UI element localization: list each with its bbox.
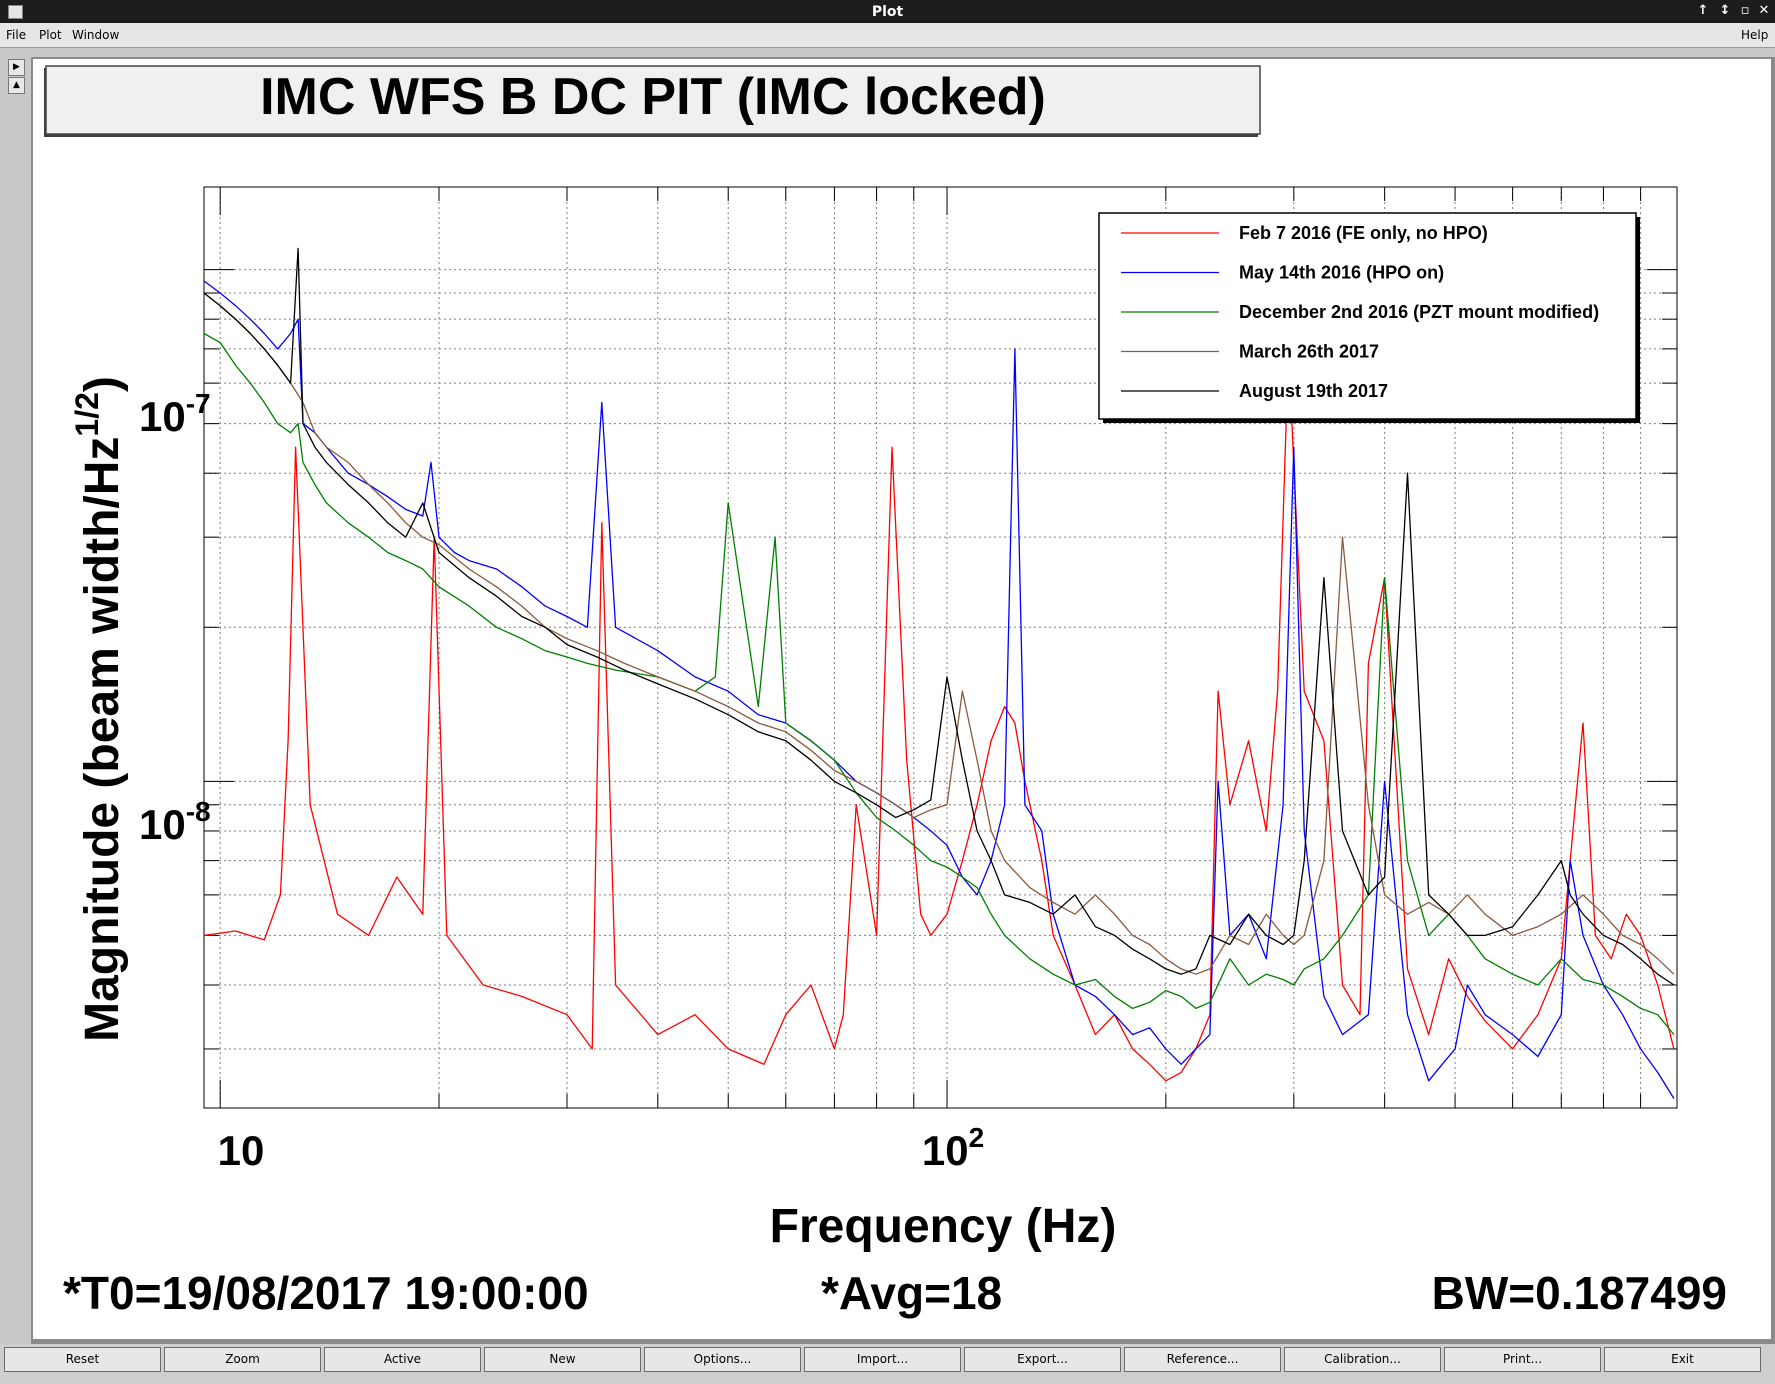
legend-items: Feb 7 2016 (FE only, no HPO) May 14th 201… [1121,223,1599,401]
legend-label-5: August 19th 2017 [1239,381,1388,401]
title-box [45,65,1261,135]
series-line-3 [203,332,1675,1036]
menu-help[interactable]: Help [1741,28,1769,42]
series-line-5 [203,247,1675,986]
app-icon[interactable] [8,5,23,19]
menu-file[interactable]: File [6,28,27,42]
series-group [203,247,1675,1099]
series-line-4 [203,292,1675,975]
legend-label-1: Feb 7 2016 (FE only, no HPO) [1239,223,1488,243]
options-button[interactable]: Options... [644,1347,801,1372]
x-tick-label-10: 10 [218,1127,265,1174]
legend-label-2: May 14th 2016 (HPO on) [1239,263,1444,283]
reference-button[interactable]: Reference... [1124,1347,1281,1372]
menubar: File Plot Window Help [0,23,1775,48]
window-title: Plot [871,4,904,20]
minimize-icon[interactable]: ▫ [1740,3,1750,18]
exit-button[interactable]: Exit [1604,1347,1761,1372]
t0-label: *T0=19/08/2017 19:00:00 [63,1267,589,1319]
new-button[interactable]: New [484,1347,641,1372]
menu-plot[interactable]: Plot [39,28,62,42]
x-axis-label: Frequency (Hz) [770,1200,1117,1253]
plot-canvas: IMC WFS B DC PIT (IMC locked) 10 102 10-… [33,59,1771,1339]
calibration-button[interactable]: Calibration... [1284,1347,1441,1372]
grid [204,187,1677,1108]
close-icon[interactable]: ✕ [1758,3,1770,18]
reset-button[interactable]: Reset [4,1347,161,1372]
export-button[interactable]: Export... [964,1347,1121,1372]
move-icon[interactable]: ↕ [1719,3,1731,18]
import-button[interactable]: Import... [804,1347,961,1372]
axis-ticks [204,187,1677,1108]
y-tick-label-1e-8: 10-8 [139,796,211,848]
series-line-2 [203,280,1675,1099]
collapse-arrow-icon[interactable]: ▲ [8,77,25,94]
legend-label-3: December 2nd 2016 (PZT mount modified) [1239,302,1599,322]
avg-label: *Avg=18 [821,1267,1002,1319]
y-tick-label-1e-7: 10-7 [139,388,211,440]
expand-arrow-icon[interactable]: ▶ [8,59,25,76]
bandwidth-label: BW=0.187499 [1432,1267,1727,1319]
window-titlebar[interactable]: Plot ↑ ↕ ▫ ✕ [0,0,1775,23]
plot-svg: IMC WFS B DC PIT (IMC locked) 10 102 10-… [44,65,1727,1319]
print-button[interactable]: Print... [1444,1347,1601,1372]
zoom-button[interactable]: Zoom [164,1347,321,1372]
x-tick-label-100: 102 [922,1122,984,1174]
chart-title: IMC WFS B DC PIT (IMC locked) [260,68,1046,126]
raise-icon[interactable]: ↑ [1697,3,1709,18]
active-button[interactable]: Active [324,1347,481,1372]
y-axis-label: Magnitude (beam width/Hz1/2) [69,376,129,1042]
menu-window[interactable]: Window [72,28,120,42]
legend [1098,212,1637,420]
legend-label-4: March 26th 2017 [1239,342,1379,362]
